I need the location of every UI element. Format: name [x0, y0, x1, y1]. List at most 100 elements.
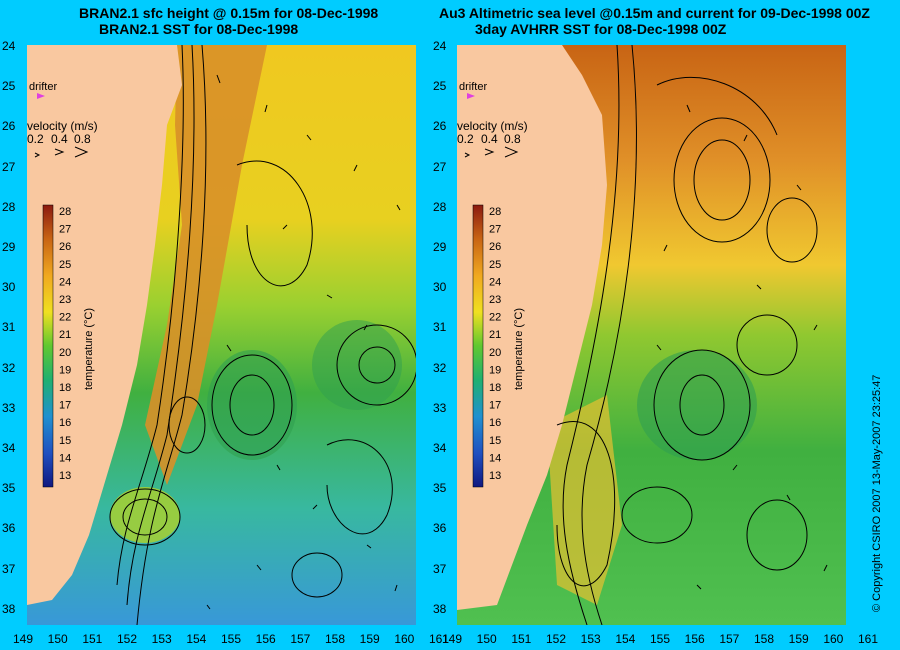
left-lon-158: 158: [325, 632, 346, 646]
right-lat-27: 27: [433, 159, 447, 174]
right-colorbar: [472, 204, 484, 488]
colorbar-value: 16: [59, 417, 71, 429]
left-lat-35: 35: [2, 481, 16, 496]
left-lon-159: 159: [359, 632, 380, 646]
left-lat-28: 28: [2, 199, 16, 214]
right-lon-153: 153: [580, 632, 601, 646]
left-colorbar-values: 28 27 26 25 24 23 22 21 20 19 18 17 16 15 14 13: [59, 206, 71, 482]
right-lat-35: 35: [433, 481, 447, 496]
colorbar-value: 22: [489, 312, 501, 324]
right-lon-149: 149: [442, 632, 463, 646]
right-velocity-value-2: 0.4: [481, 132, 498, 146]
left-lon-160: 160: [394, 632, 415, 646]
left-velocity-value-3: 0.8: [74, 132, 91, 146]
left-lat-26: 26: [2, 119, 16, 134]
colorbar-value: 25: [489, 259, 501, 271]
left-velocity-label: velocity (m/s): [27, 119, 98, 133]
colorbar-value: 13: [489, 470, 501, 482]
right-lat-32: 32: [433, 360, 447, 375]
colorbar-value: 27: [59, 224, 71, 236]
colorbar-value: 22: [59, 312, 71, 324]
left-lon-151: 151: [82, 632, 103, 646]
left-lat-36: 36: [2, 521, 16, 536]
colorbar-value: 19: [489, 364, 501, 376]
colorbar-value: 26: [489, 241, 501, 253]
colorbar-value: 15: [489, 435, 501, 447]
left-lat-38: 38: [2, 601, 16, 616]
left-lon-150: 150: [47, 632, 68, 646]
right-lat-36: 36: [433, 521, 447, 536]
colorbar-value: 18: [59, 382, 71, 394]
left-lat-29: 29: [2, 240, 16, 254]
right-velocity-label: velocity (m/s): [457, 119, 528, 133]
colorbar-value: 21: [59, 329, 71, 341]
right-lat-33: 33: [433, 400, 447, 415]
left-velocity-scale-arrows: [34, 146, 89, 158]
right-lon-152: 152: [546, 632, 567, 646]
right-map-panel: drifter velocity (m/s) 0.2 0.4 0.8 28 27 2…: [457, 45, 846, 625]
colorbar-value: 24: [489, 276, 501, 288]
left-colorbar-label: temperature (°C): [83, 308, 95, 390]
left-lat-34: 34: [2, 441, 16, 455]
left-velocity-value-2: 0.4: [51, 132, 68, 146]
left-lon-161: 161: [429, 632, 450, 646]
left-colorbar: [42, 204, 54, 488]
left-lon-155: 155: [221, 632, 242, 646]
colorbar-value: 18: [489, 382, 501, 394]
left-title-line1: BRAN2.1 sfc height @ 0.15m for 08-Dec-19…: [79, 5, 379, 21]
colorbar-value: 15: [59, 435, 71, 447]
right-warm-tongue: [547, 395, 622, 605]
right-lat-31: 31: [433, 320, 447, 335]
left-lat-27: 27: [2, 159, 16, 174]
right-land: [457, 45, 607, 610]
left-lon-153: 153: [151, 632, 172, 646]
right-velocity-value-1: 0.2: [457, 132, 474, 146]
colorbar-value: 26: [59, 241, 71, 253]
right-lat-34: 34: [433, 441, 447, 455]
left-drifter-label: drifter: [29, 81, 57, 93]
left-lon-149: 149: [13, 632, 34, 646]
colorbar-value: 24: [59, 276, 71, 288]
colorbar-value: 14: [59, 452, 71, 464]
left-land: [27, 45, 182, 605]
right-lon-154: 154: [615, 632, 636, 646]
right-colorbar-label: temperature (°C): [513, 308, 525, 390]
right-lon-156: 156: [684, 632, 705, 646]
left-lat-31: 31: [2, 320, 16, 335]
colorbar-value: 17: [489, 400, 501, 412]
right-lon-150: 150: [476, 632, 497, 646]
colorbar-value: 28: [489, 206, 501, 218]
left-lon-152: 152: [117, 632, 138, 646]
right-lon-151: 151: [511, 632, 532, 646]
left-lon-157: 157: [290, 632, 311, 646]
colorbar-value: 21: [489, 329, 501, 341]
right-lat-29: 29: [433, 240, 447, 254]
right-lat-30: 30: [433, 280, 447, 295]
right-velocity-value-3: 0.8: [504, 132, 521, 146]
right-lon-157: 157: [719, 632, 740, 646]
colorbar-value: 20: [489, 347, 501, 359]
right-lat-28: 28: [433, 199, 447, 214]
right-title-line1: Au3 Altimetric sea level @0.15m and curr…: [439, 5, 870, 21]
colorbar-value: 14: [489, 452, 501, 464]
left-contours: [109, 45, 416, 625]
colorbar-value: 23: [489, 294, 501, 306]
colorbar-value: 16: [489, 417, 501, 429]
colorbar-value: 19: [59, 364, 71, 376]
copyright-notice: © Copyright CSIRO 2007 13-May-2007 23:25…: [871, 374, 883, 612]
right-lat-25: 25: [433, 79, 447, 94]
left-lat-33: 33: [2, 400, 16, 415]
left-lat-37: 37: [2, 561, 16, 576]
colorbar-value: 23: [59, 294, 71, 306]
right-colorbar-values: 28 27 26 25 24 23 22 21 20 19 18 17 16 15 14 13: [489, 206, 501, 482]
right-velocity-scale-arrows: [464, 146, 519, 158]
left-lat-32: 32: [2, 360, 16, 375]
left-lon-154: 154: [186, 632, 207, 646]
right-lat-38: 38: [433, 601, 447, 616]
colorbar-value: 27: [489, 224, 501, 236]
right-title-line2: 3day AVHRR SST for 08-Dec-1998 00Z: [475, 21, 727, 37]
right-lat-24: 24: [433, 39, 447, 53]
left-lat-25: 25: [2, 79, 16, 94]
right-lat-37: 37: [433, 561, 447, 576]
right-lon-159: 159: [788, 632, 809, 646]
